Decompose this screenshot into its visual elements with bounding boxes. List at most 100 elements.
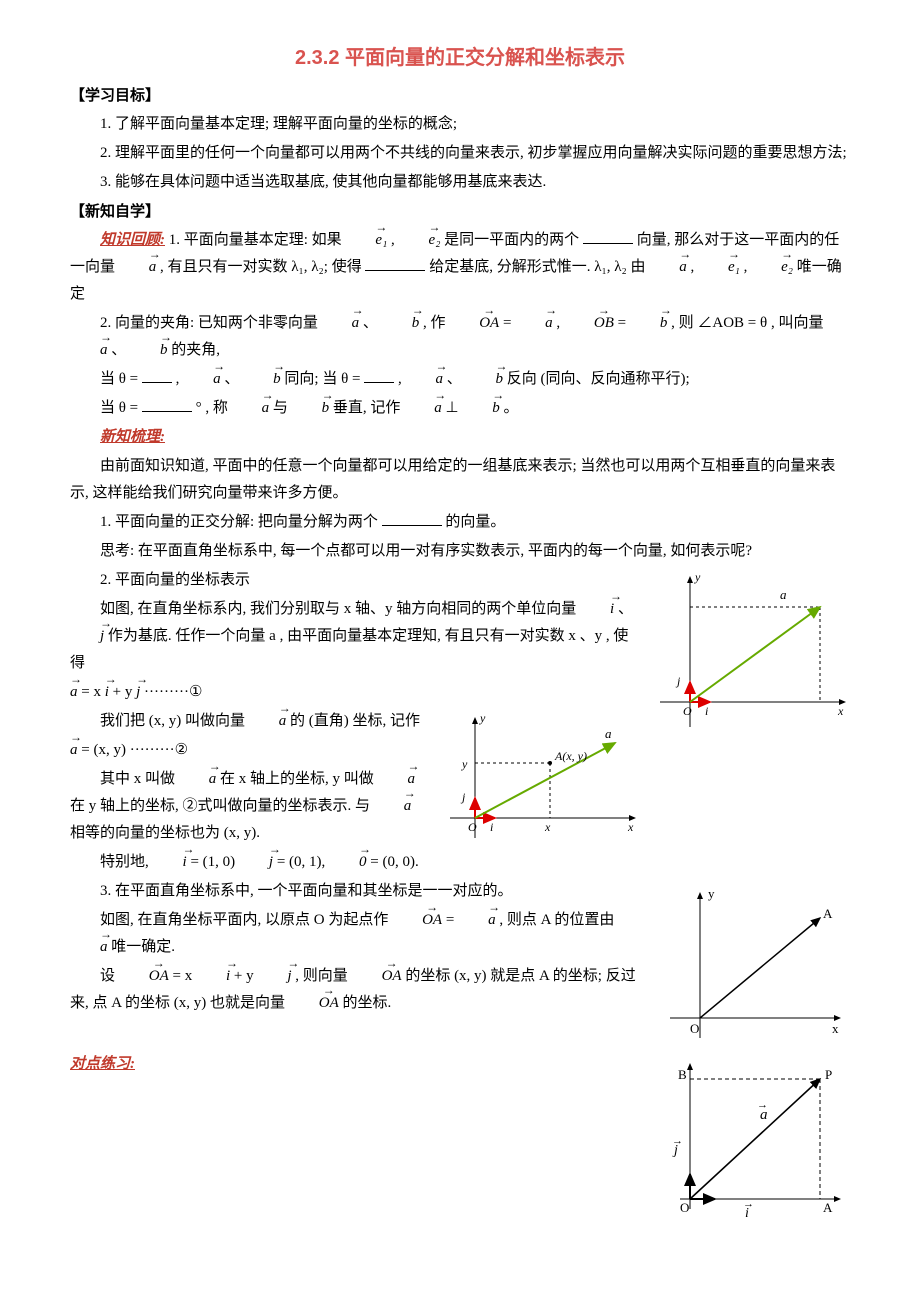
svg-text:→: →: [672, 1135, 683, 1147]
comb-1a: 1. 平面向量的正交分解: 把向量分解为两个: [100, 514, 378, 530]
recall-2c: , 则 ∠AOB = θ , 叫向量: [671, 315, 823, 331]
svg-text:y: y: [694, 570, 701, 584]
figure-3: O x y A: [650, 878, 850, 1048]
blank: [382, 512, 442, 527]
svg-text:O: O: [680, 1200, 689, 1215]
blank: [142, 398, 192, 413]
vec-b: b: [382, 310, 420, 337]
svg-text:y: y: [479, 711, 486, 725]
svg-text:O: O: [690, 1021, 699, 1036]
sec2-p2a: 我们把 (x, y) 叫做向量: [100, 713, 245, 729]
vec-a8: a: [232, 395, 270, 422]
comb-1b: 的向量。: [445, 514, 505, 530]
comb-1: 1. 平面向量的正交分解: 把向量分解为两个 的向量。: [70, 509, 850, 536]
vec-i4: i: [196, 963, 230, 990]
vec-e1b: e₁: [698, 254, 740, 281]
practice-head: 对点练习:: [70, 1056, 135, 1072]
goal-item-2: 2. 理解平面里的任何一个向量都可以用两个不共线的向量来表示, 初步掌握应用向量…: [70, 140, 850, 167]
vec-a9: a: [404, 395, 442, 422]
recall-1b: 是同一平面内的两个: [444, 232, 579, 248]
sec3-p2a: 设: [100, 968, 115, 984]
vec-i3: i: [153, 849, 187, 876]
vec-OA5: OA: [289, 990, 339, 1017]
sec3-p2b: = x: [173, 968, 196, 984]
goal-item-1: 1. 了解平面向量基本定理; 理解平面向量的坐标的概念;: [70, 111, 850, 138]
svg-text:a: a: [780, 587, 787, 602]
blank: [365, 257, 425, 272]
vec-a3: a: [322, 310, 360, 337]
svg-text:x: x: [544, 820, 551, 834]
svg-text:A(x, y): A(x, y): [554, 749, 587, 763]
recall-4b: ° , 称: [196, 400, 228, 416]
recall-1d: , 有且只有一对实数 λ₁, λ₂; 使得: [160, 259, 362, 275]
combing-head-line: 新知梳理:: [70, 424, 850, 451]
vec-a13: a: [179, 766, 217, 793]
vec-a2: a: [649, 254, 687, 281]
vec-j: j: [70, 623, 104, 650]
svg-text:y: y: [461, 757, 468, 771]
svg-text:→: →: [743, 1198, 754, 1210]
svg-text:x: x: [837, 704, 844, 718]
special-c: = (0, 1),: [277, 854, 329, 870]
blank: [364, 369, 394, 384]
eq1b: + y: [109, 684, 136, 700]
svg-text:a: a: [605, 726, 612, 741]
svg-text:O: O: [683, 704, 692, 718]
sec2-p2b: 的 (直角) 坐标, 记作: [290, 713, 420, 729]
vec-e2: e₂: [399, 227, 441, 254]
svg-text:→: →: [757, 1099, 768, 1111]
svg-text:A: A: [823, 1200, 833, 1215]
svg-text:y: y: [708, 886, 715, 901]
vec-OA3: OA: [119, 963, 169, 990]
vec-e1: e₁: [345, 227, 387, 254]
recall-1: 知识回顾: 1. 平面向量基本定理: 如果 e₁ , e₂ 是同一平面内的两个 …: [70, 227, 850, 308]
vec-a10: a: [70, 679, 78, 706]
blank: [583, 230, 633, 245]
vec-j2: j: [136, 679, 140, 706]
eq2t: = (x, y) ·········②: [78, 742, 189, 758]
vec-0: 0: [329, 849, 367, 876]
figure-1: O i j x y a: [650, 567, 850, 737]
svg-text:j: j: [675, 674, 681, 688]
vec-a16: a: [458, 907, 496, 934]
vec-j3: j: [239, 849, 273, 876]
sec2-p1a: 如图, 在直角坐标系内, 我们分别取与 x 轴、y 轴方向相同的两个单位向量: [100, 601, 576, 617]
vec-a: a: [119, 254, 157, 281]
vec-OA2: OA: [392, 907, 442, 934]
sec2-p3a: 其中 x 叫做: [100, 771, 175, 787]
vec-a11: a: [249, 708, 287, 735]
recall-4c: 垂直, 记作: [333, 400, 401, 416]
vec-OA: OA: [449, 310, 499, 337]
combing-intro: 由前面知识知道, 平面中的任意一个向量都可以用给定的一组基底来表示; 当然也可以…: [70, 453, 850, 507]
sec3-p2f: 的坐标.: [343, 995, 392, 1011]
recall-3a: 当 θ =: [100, 371, 138, 387]
vec-j4: j: [257, 963, 291, 990]
svg-text:x: x: [832, 1021, 839, 1036]
recall-1a: 1. 平面向量基本定理: 如果: [169, 232, 342, 248]
vec-a5: a: [70, 337, 108, 364]
vec-a4: a: [515, 310, 553, 337]
svg-text:i: i: [490, 820, 493, 834]
sec3-p1a: 如图, 在直角坐标平面内, 以原点 O 为起点作: [100, 912, 388, 928]
recall-2b: , 作: [423, 315, 446, 331]
vec-OA4: OA: [352, 963, 402, 990]
vec-b3: b: [130, 337, 168, 364]
sec2-p1b: 作为基底. 任作一个向量 a , 由平面向量基本定理知, 有且只有一对实数 x …: [70, 628, 628, 671]
vec-a15: a: [374, 793, 412, 820]
special-b: = (1, 0): [190, 854, 238, 870]
sec3-p1b: , 则点 A 的位置由: [499, 912, 614, 928]
vec-i2: i: [105, 679, 109, 706]
vec-OB: OB: [564, 310, 614, 337]
svg-text:i: i: [705, 704, 708, 718]
vec-a6: a: [183, 366, 221, 393]
sec2-p3b: 在 x 轴上的坐标, y 叫做: [220, 771, 374, 787]
svg-text:x: x: [627, 820, 634, 834]
think: 思考: 在平面直角坐标系中, 每一个点都可以用一对有序实数表示, 平面内的每一个…: [70, 538, 850, 565]
svg-text:O: O: [468, 820, 477, 834]
recall-3: 当 θ = , a 、 b 同向; 当 θ = , a 、 b 反向 (同向、反…: [70, 366, 850, 393]
document-title: 2.3.2 平面向量的正交分解和坐标表示: [70, 40, 850, 76]
vec-a12: a: [70, 737, 78, 764]
eq1a: = x: [78, 684, 105, 700]
selfstudy-heading: 【新知自学】: [70, 198, 850, 225]
vec-i: i: [580, 596, 614, 623]
